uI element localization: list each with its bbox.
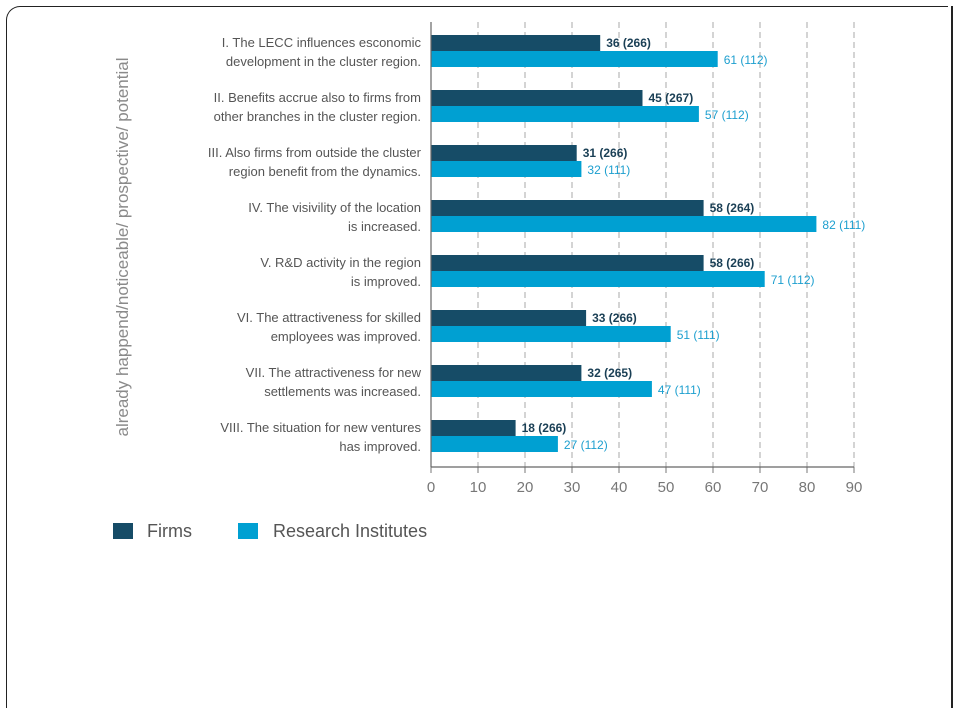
legend-label-research-institutes: Research Institutes: [273, 521, 427, 541]
data-label-research-institutes: 71 (112): [771, 273, 815, 287]
bar-firms: [431, 420, 516, 436]
data-label-firms: 45 (267): [649, 91, 694, 105]
bar-research-institutes: [431, 271, 765, 287]
data-label-firms: 58 (264): [710, 201, 755, 215]
bar-research-institutes: [431, 381, 652, 397]
bar-firms: [431, 145, 577, 161]
category-label: is improved.: [351, 274, 421, 289]
x-tick-label: 10: [470, 479, 487, 496]
x-tick-label: 0: [427, 479, 435, 496]
data-label-research-institutes: 82 (111): [822, 218, 865, 232]
data-label-firms: 58 (266): [710, 256, 755, 270]
data-label-firms: 31 (266): [583, 146, 628, 160]
data-label-firms: 36 (266): [606, 36, 651, 50]
category-label: employees was improved.: [271, 329, 421, 344]
x-tick-label: 70: [752, 479, 769, 496]
category-label: is increased.: [348, 219, 421, 234]
category-labels: I. The LECC influences esconomic developm…: [208, 35, 422, 454]
data-label-firms: 33 (266): [592, 311, 637, 325]
data-label-firms: 32 (265): [587, 366, 632, 380]
x-tick-label: 20: [517, 479, 534, 496]
slide-frame-edge: [943, 6, 953, 708]
x-tick-label: 90: [846, 479, 863, 496]
bar-firms: [431, 200, 704, 216]
category-label: region benefit from the dynamics.: [229, 164, 421, 179]
category-label: VI. The attractiveness for skilled: [237, 310, 421, 325]
category-label: has improved.: [339, 439, 421, 454]
x-tick-label: 80: [799, 479, 816, 496]
category-label: other branches in the cluster region.: [214, 109, 421, 124]
gridlines: [477, 22, 855, 467]
category-label: VIII. The situation for new ventures: [220, 420, 421, 435]
slide-frame: [6, 6, 948, 708]
category-label: IV. The visivility of the location: [248, 200, 421, 215]
category-label: I. The LECC influences esconomic: [222, 35, 422, 50]
category-label: VII. The attractiveness for new: [246, 365, 422, 380]
category-label: III. Also firms from outside the cluster: [208, 145, 422, 160]
bar-firms: [431, 255, 704, 271]
legend-swatch-firms: [113, 523, 133, 539]
x-tick-label: 40: [611, 479, 628, 496]
bar-firms: [431, 365, 582, 381]
y-axis-label: already happend/noticeable/ prospective/…: [113, 58, 132, 437]
bar-research-institutes: [431, 161, 582, 177]
category-label: settlements was increased.: [264, 384, 421, 399]
legend: Firms Research Institutes: [113, 521, 427, 541]
data-label-research-institutes: 47 (111): [658, 383, 701, 397]
legend-swatch-research-institutes: [238, 523, 258, 539]
bar-firms: [431, 35, 601, 51]
x-tick-label: 30: [564, 479, 581, 496]
x-tick-label: 50: [658, 479, 675, 496]
bar-research-institutes: [431, 51, 718, 67]
category-label: development in the cluster region.: [226, 54, 421, 69]
data-label-research-institutes: 57 (112): [705, 108, 749, 122]
bars: 36 (266) 61 (112) 45 (267) 57 (112) 31 (266)…: [431, 35, 865, 452]
bar-research-institutes: [431, 436, 558, 452]
bar-firms: [431, 90, 643, 106]
bar-firms: [431, 310, 587, 326]
data-label-firms: 18 (266): [522, 421, 567, 435]
x-tick-label: 60: [705, 479, 722, 496]
data-label-research-institutes: 51 (111): [677, 328, 720, 342]
legend-label-firms: Firms: [147, 521, 192, 541]
category-label: II. Benefits accrue also to firms from: [214, 90, 421, 105]
x-axis: 0 10 20 30 40 50 60 70 80 90: [427, 22, 863, 496]
data-label-research-institutes: 61 (112): [724, 53, 768, 67]
bar-research-institutes: [431, 106, 699, 122]
data-label-research-institutes: 32 (111): [587, 163, 630, 177]
bar-research-institutes: [431, 326, 671, 342]
data-label-research-institutes: 27 (112): [564, 438, 608, 452]
bar-research-institutes: [431, 216, 817, 232]
category-label: V. R&D activity in the region: [260, 255, 421, 270]
